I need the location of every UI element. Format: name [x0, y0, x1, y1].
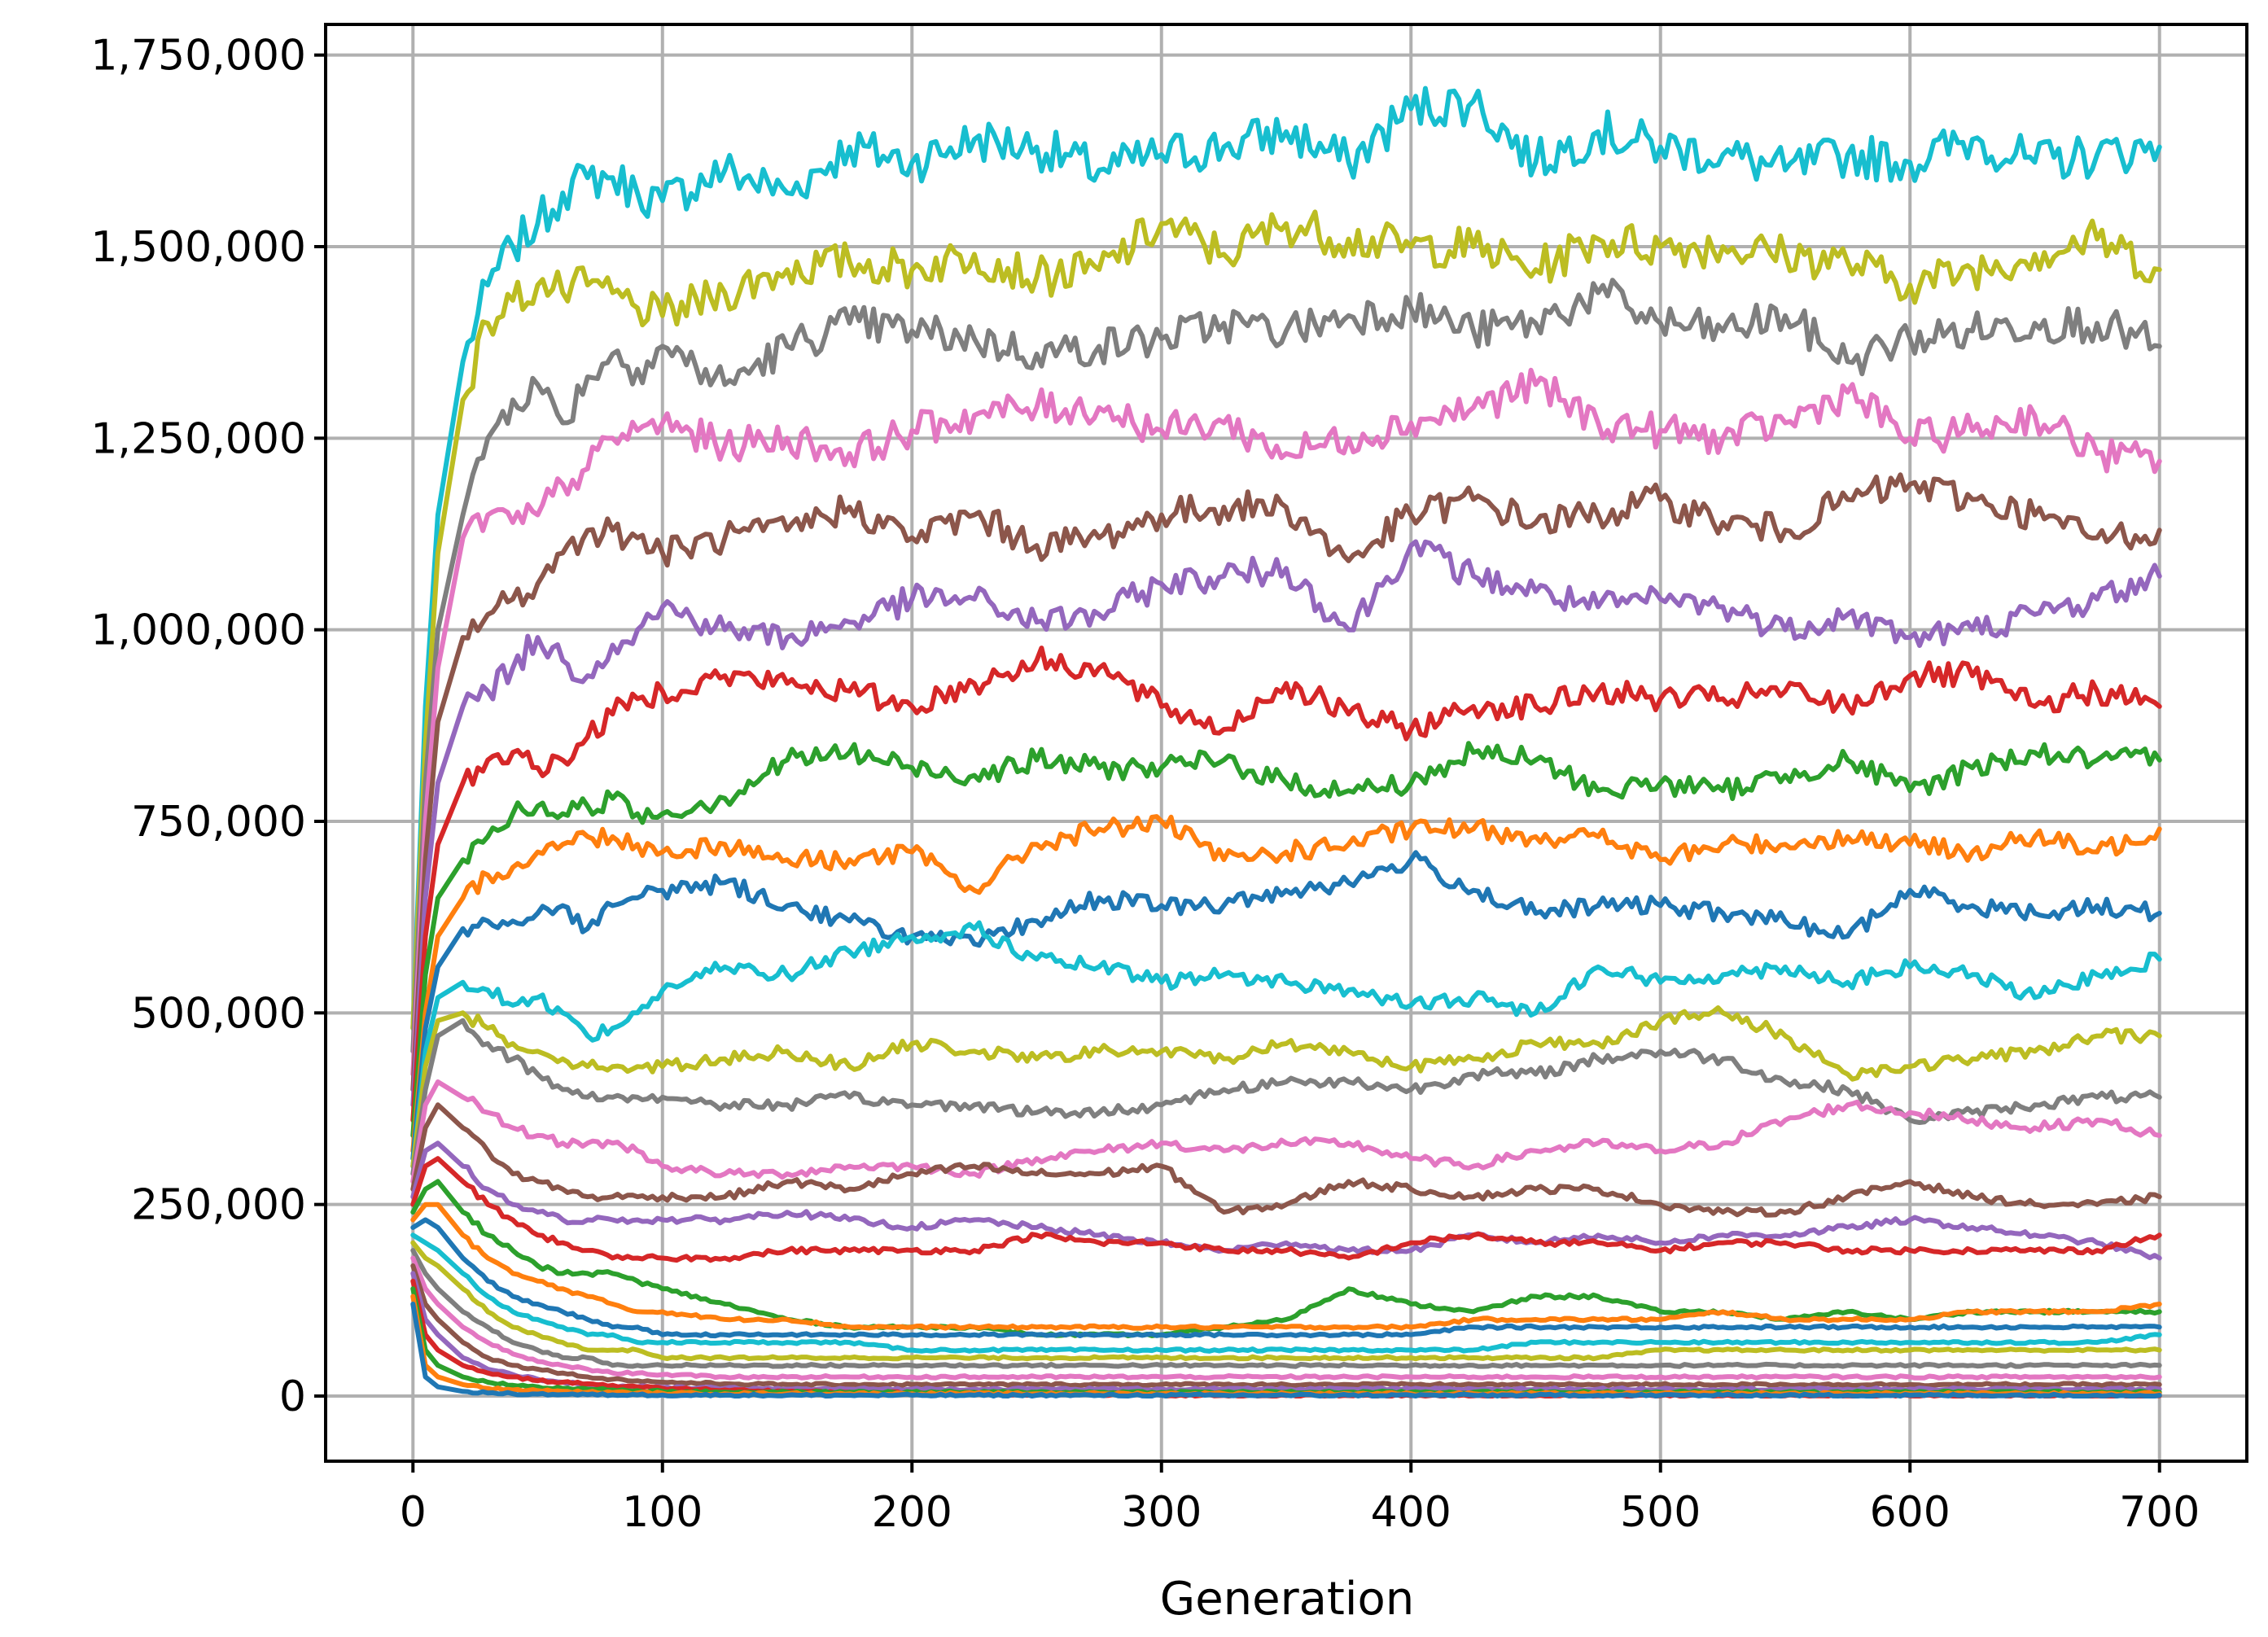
series-line-2 — [410, 209, 2162, 1031]
x-axis-label: Generation — [1160, 1573, 1414, 1626]
series-line-21 — [410, 1232, 2162, 1354]
series-line-13 — [410, 1018, 2162, 1176]
series-line-4 — [410, 367, 2162, 1077]
y-axis-ticks: 0 250,000 500,000 750,000 1,000,000 1,250,000… — [90, 32, 326, 1421]
series-line-25 — [410, 1263, 2162, 1389]
series-line-14 — [410, 1079, 2162, 1184]
x-tick-label: 100 — [622, 1488, 703, 1537]
y-tick-label: 1,750,000 — [90, 32, 306, 81]
series-line-6 — [410, 539, 2162, 1108]
plot-frame — [324, 23, 2248, 1463]
series-line-23 — [410, 1248, 2162, 1369]
y-tick-label: 500,000 — [131, 989, 306, 1038]
y-tick-label: 1,250,000 — [90, 414, 306, 463]
series-line-30 — [410, 1302, 2162, 1398]
x-tick-label: 200 — [872, 1488, 952, 1537]
y-tick-label: 1,500,000 — [90, 223, 306, 272]
series-line-11 — [410, 920, 2162, 1169]
series-line-17 — [410, 1156, 2162, 1263]
series-line-22 — [410, 1240, 2162, 1362]
y-tick-label: 250,000 — [131, 1181, 306, 1230]
series-line-16 — [410, 1140, 2162, 1261]
series-line-19 — [410, 1201, 2162, 1331]
series-line-12 — [410, 1005, 2162, 1169]
x-axis-ticks: 0 100 200 300 400 500 600 700 — [400, 1461, 2200, 1537]
series-line-1 — [410, 85, 2162, 1031]
series-line-5 — [410, 472, 2162, 1092]
series-line-10 — [410, 850, 2162, 1162]
series-line-20 — [410, 1217, 2162, 1339]
series-line-7 — [410, 646, 2162, 1123]
series-lines — [410, 85, 2162, 1398]
y-tick-label: 0 — [279, 1372, 306, 1421]
series-line-8 — [410, 741, 2162, 1138]
x-tick-label: 400 — [1371, 1488, 1451, 1537]
series-line-9 — [410, 814, 2162, 1153]
series-line-3 — [410, 278, 2162, 1054]
x-tick-label: 300 — [1121, 1488, 1202, 1537]
x-tick-label: 500 — [1620, 1488, 1701, 1537]
series-line-18 — [410, 1179, 2162, 1338]
x-tick-label: 700 — [2119, 1488, 2200, 1537]
y-tick-label: 750,000 — [131, 798, 306, 847]
y-tick-label: 1,000,000 — [90, 606, 306, 655]
x-tick-label: 600 — [1870, 1488, 1951, 1537]
series-line-15 — [410, 1102, 2162, 1218]
series-line-24 — [410, 1255, 2162, 1381]
x-tick-label: 0 — [400, 1488, 427, 1537]
